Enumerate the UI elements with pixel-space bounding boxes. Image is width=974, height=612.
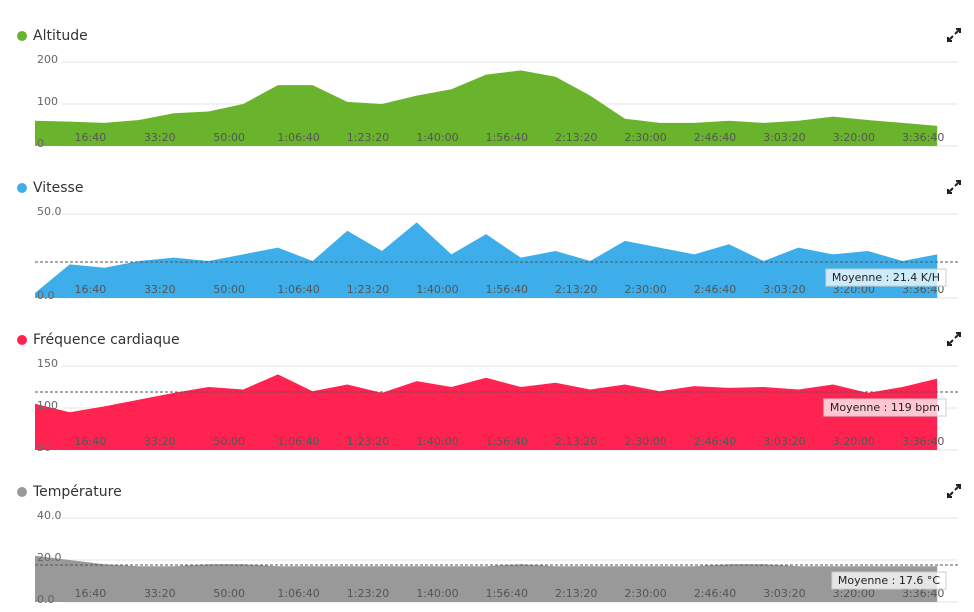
y-tick-label: 0.0: [37, 289, 55, 302]
x-tick-label: 1:23:20: [347, 587, 389, 600]
y-tick-label: 20.0: [37, 551, 62, 564]
x-tick-label: 16:40: [75, 435, 107, 448]
x-tick-label: 16:40: [75, 131, 107, 144]
x-tick-label: 50:00: [213, 587, 245, 600]
x-tick-label: 3:20:00: [833, 587, 875, 600]
x-tick-label: 1:23:20: [347, 131, 389, 144]
x-tick-label: 2:30:00: [624, 435, 666, 448]
x-tick-label: 1:56:40: [486, 587, 528, 600]
y-tick-label: 0.0: [37, 593, 55, 606]
area: [35, 374, 938, 450]
x-tick-label: 1:06:40: [277, 283, 319, 296]
x-tick-label: 16:40: [75, 587, 107, 600]
x-tick-label: 1:23:20: [347, 435, 389, 448]
area: [35, 222, 938, 298]
legend-dot: [17, 487, 27, 497]
average-box: [825, 268, 947, 287]
y-tick-label: 40.0: [37, 509, 62, 522]
x-tick-label: 2:46:40: [694, 435, 736, 448]
average-label: Moyenne : 119 bpm: [830, 401, 940, 414]
area: [35, 70, 938, 146]
average-label: Moyenne : 17.6 °C: [838, 574, 940, 587]
x-tick-label: 50:00: [213, 435, 245, 448]
average-box: [823, 398, 947, 417]
x-tick-label: 1:23:20: [347, 283, 389, 296]
expand-icon[interactable]: [947, 484, 961, 498]
x-tick-label: 3:03:20: [763, 587, 805, 600]
x-tick-label: 2:13:20: [555, 587, 597, 600]
x-tick-label: 3:20:00: [833, 435, 875, 448]
x-tick-label: 1:40:00: [416, 283, 458, 296]
legend-dot: [17, 335, 27, 345]
x-tick-label: 1:56:40: [486, 283, 528, 296]
x-tick-label: 33:20: [144, 131, 176, 144]
x-tick-label: 1:40:00: [416, 131, 458, 144]
x-tick-label: 3:20:00: [833, 131, 875, 144]
x-tick-label: 2:30:00: [624, 587, 666, 600]
y-tick-label: 150: [37, 357, 58, 370]
x-tick-label: 1:06:40: [277, 131, 319, 144]
x-tick-label: 2:46:40: [694, 283, 736, 296]
y-tick-label: 50.0: [37, 205, 62, 218]
x-tick-label: 2:13:20: [555, 131, 597, 144]
x-tick-label: 3:03:20: [763, 283, 805, 296]
chart-title: Vitesse: [33, 180, 83, 196]
x-tick-label: 3:36:40: [902, 587, 944, 600]
y-tick-label: 50: [37, 441, 51, 454]
x-tick-label: 1:06:40: [277, 587, 319, 600]
expand-icon[interactable]: [947, 180, 961, 194]
x-tick-label: 2:13:20: [555, 283, 597, 296]
y-tick-label: 0: [37, 137, 44, 150]
x-tick-label: 1:56:40: [486, 435, 528, 448]
x-tick-label: 1:40:00: [416, 587, 458, 600]
x-tick-label: 1:56:40: [486, 131, 528, 144]
average-label: Moyenne : 21.4 K/H: [832, 271, 940, 284]
legend-dot: [17, 183, 27, 193]
area: [35, 555, 938, 602]
x-tick-label: 3:03:20: [763, 131, 805, 144]
x-tick-label: 16:40: [75, 283, 107, 296]
x-tick-label: 2:30:00: [624, 283, 666, 296]
x-tick-label: 50:00: [213, 283, 245, 296]
x-tick-label: 2:13:20: [555, 435, 597, 448]
y-tick-label: 100: [37, 95, 58, 108]
x-tick-label: 2:46:40: [694, 587, 736, 600]
x-tick-label: 50:00: [213, 131, 245, 144]
y-tick-label: 200: [37, 53, 58, 66]
expand-icon[interactable]: [947, 332, 961, 346]
chart-title: Altitude: [33, 28, 88, 44]
x-tick-label: 3:03:20: [763, 435, 805, 448]
x-tick-label: 1:40:00: [416, 435, 458, 448]
x-tick-label: 3:36:40: [902, 131, 944, 144]
x-tick-label: 33:20: [144, 283, 176, 296]
chart-title: Température: [32, 484, 122, 500]
chart-title: Fréquence cardiaque: [33, 332, 180, 348]
expand-icon[interactable]: [947, 28, 961, 42]
x-tick-label: 2:46:40: [694, 131, 736, 144]
x-tick-label: 33:20: [144, 435, 176, 448]
x-tick-label: 2:30:00: [624, 131, 666, 144]
x-tick-label: 3:36:40: [902, 435, 944, 448]
y-tick-label: 100: [37, 399, 58, 412]
legend-dot: [17, 31, 27, 41]
average-box: [831, 571, 947, 590]
x-tick-label: 33:20: [144, 587, 176, 600]
x-tick-label: 1:06:40: [277, 435, 319, 448]
